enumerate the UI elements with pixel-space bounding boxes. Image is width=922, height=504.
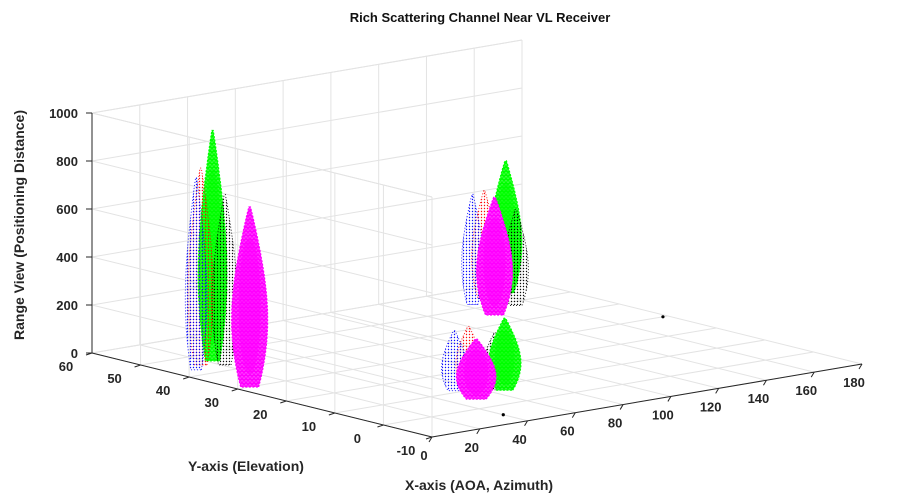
grid-backwall-z <box>91 279 523 354</box>
x-tick-label: 0 <box>420 448 427 463</box>
stray-point <box>661 315 665 319</box>
x-tick-label: 40 <box>512 432 526 447</box>
box-edge <box>91 112 433 198</box>
grid-floor-y <box>383 351 814 426</box>
z-tick-label: 400 <box>56 250 78 265</box>
x-tick-label: 180 <box>843 375 865 390</box>
x-tick-mark <box>524 420 528 427</box>
y-tick-label: 50 <box>107 371 121 386</box>
x-tick-mark <box>619 404 624 410</box>
stray-point <box>501 413 505 417</box>
y-tick-mark <box>182 376 190 380</box>
x-tick-mark <box>715 388 720 394</box>
box-edge <box>91 39 523 114</box>
spindle-black <box>211 194 238 366</box>
x-tick-label: 120 <box>700 399 722 414</box>
z-tick-label: 800 <box>56 154 78 169</box>
x-tick-mark <box>667 396 672 402</box>
y-tick-mark <box>231 388 238 392</box>
grid-floor-y <box>334 339 765 414</box>
y-tick-label: 0 <box>354 431 361 446</box>
x-tick-label: 60 <box>560 424 574 439</box>
grid-sidewall-z <box>91 208 433 294</box>
y-tick-label: -10 <box>397 443 416 458</box>
y-tick-mark <box>425 436 433 440</box>
z-axis-label: Range View (Positioning Distance) <box>11 110 27 340</box>
y-tick-label: 60 <box>59 359 73 374</box>
grid-backwall-z <box>91 231 523 306</box>
spindle-core-magenta <box>238 237 261 375</box>
grid-floor-x <box>378 303 719 389</box>
z-tick-label: 0 <box>71 346 78 361</box>
grid-backwall-z <box>91 183 523 258</box>
spindle-blue <box>184 177 208 371</box>
x-axis-line <box>431 363 863 438</box>
x-tick-label: 140 <box>748 391 770 406</box>
data-marks <box>184 129 665 417</box>
y-tick-label: 30 <box>204 395 218 410</box>
spindle-core-green <box>494 330 515 386</box>
y-tick-mark <box>377 424 384 428</box>
y-tick-mark <box>134 364 141 368</box>
x-tick-mark <box>858 363 863 370</box>
z-tick-label: 200 <box>56 298 78 313</box>
grid-backwall-z <box>91 135 523 210</box>
grid-floor-x <box>474 287 815 373</box>
grid-floor-x <box>521 279 863 365</box>
x-tick-label: 20 <box>465 440 479 455</box>
x-tick-mark <box>763 379 767 386</box>
x-tick-mark <box>428 436 433 443</box>
x-tick-label: 80 <box>608 416 622 431</box>
x-tick-mark <box>571 412 576 418</box>
grid-backwall-z <box>91 87 523 162</box>
y-tick-label: 10 <box>302 419 316 434</box>
y-axis-label: Y-axis (Elevation) <box>188 458 304 474</box>
spindle-core-magenta <box>483 217 506 307</box>
z-tick-label: 600 <box>56 202 78 217</box>
x-tick-mark <box>810 371 815 378</box>
y-tick-label: 20 <box>253 407 267 422</box>
z-tick-label: 1000 <box>49 106 78 121</box>
x-tick-mark <box>476 428 481 435</box>
grid-sidewall-z <box>91 160 433 246</box>
y-axis-line <box>91 352 433 438</box>
y-tick-mark <box>328 412 336 416</box>
chart-title: Rich Scattering Channel Near VL Receiver <box>350 10 611 25</box>
x-tick-label: 100 <box>652 407 674 422</box>
y-tick-label: 40 <box>156 383 170 398</box>
grid-floor-x <box>235 328 576 414</box>
x-axis-label: X-axis (AOA, Azimuth) <box>405 477 553 493</box>
axis-ticks: 0 20 40 60 80 100 120 140 160 180 -10 0 10 20 30 40 50 60… <box>49 106 865 463</box>
spindle-core-magenta <box>464 349 489 395</box>
y-tick-mark <box>280 400 287 404</box>
x-tick-label: 160 <box>795 383 817 398</box>
axis-lines <box>91 113 863 438</box>
